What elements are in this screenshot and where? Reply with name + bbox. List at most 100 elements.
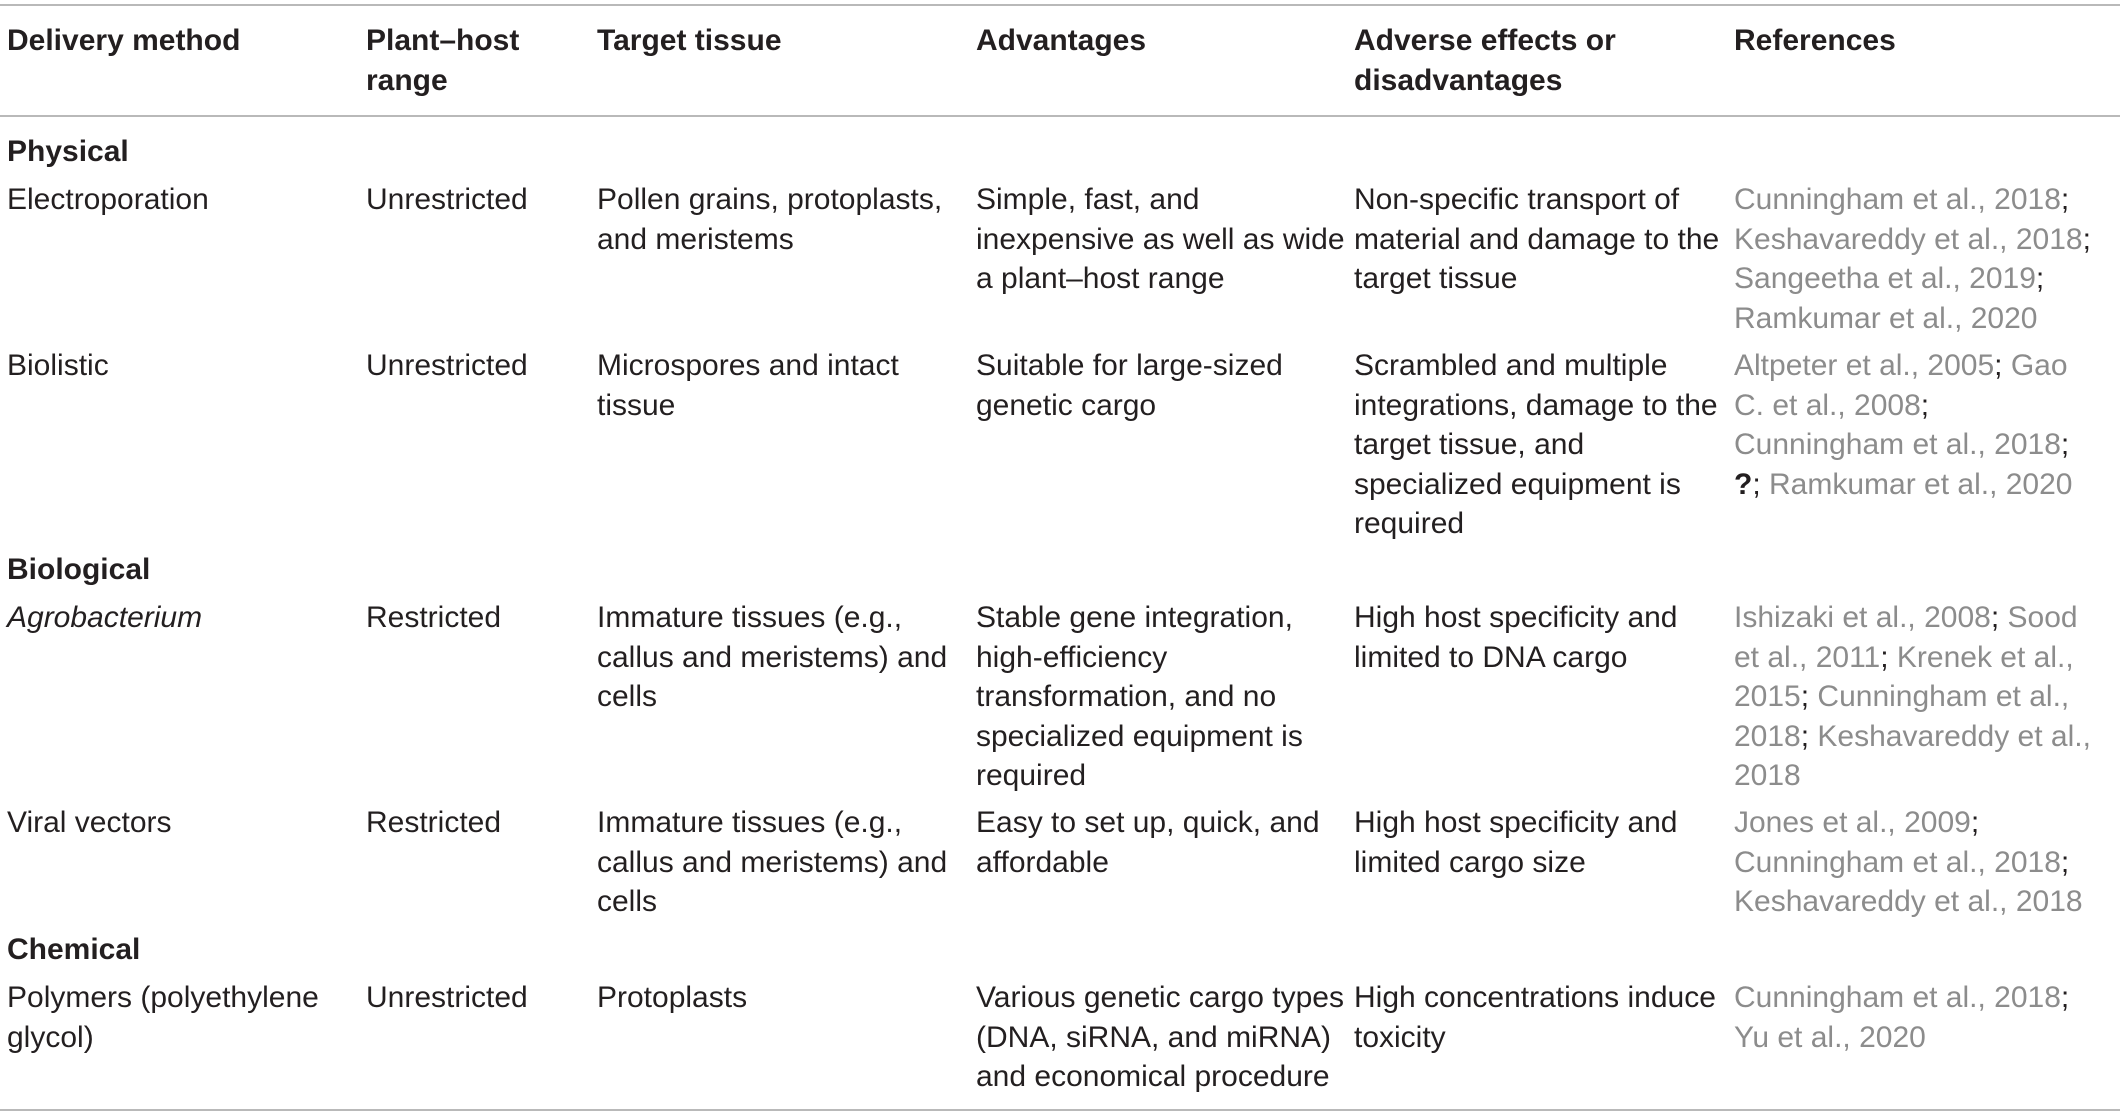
cell-viral-tissue: Immature tissues (e.g., callus and merist… [597,803,947,922]
cell-line: Protoplasts [597,981,748,1014]
reference-link[interactable]: Cunningham et al., 2018 [1734,183,2061,216]
header-bottom-rule [0,115,2120,117]
header-references: References [1734,21,1896,61]
cell-line: tissue [597,388,676,422]
cell-line: target tissue, and [1354,428,1585,461]
cell-line: Plant–host [366,24,520,57]
reference-line: Ishizaki et al., 2008; Sood [1734,598,2091,638]
cell-electroporation-adverse: Non-specific transport of material and da… [1354,180,1719,299]
cell-line: high-efficiency [976,640,1168,674]
reference-line: Cunningham et al., 2018; [1734,180,2091,220]
cell-line: required [1354,507,1465,540]
cell-line: specialized equipment is [1354,467,1681,501]
header-advantages: Advantages [976,21,1146,61]
cell-line: Unrestricted [366,183,528,216]
reference-link[interactable]: Ramkumar et al., 2020 [1769,467,2073,501]
cell-line: Simple, fast, and [976,183,1200,216]
cell-biolistic-advantages: Suitable for large-sized genetic cargo [976,346,1283,425]
reference-link[interactable]: Yu et al., 2020 [1734,1020,1926,1054]
cell-line: Agrobacterium [7,601,203,634]
section-physical: Physical [7,135,129,168]
cell-line: specialized equipment is [976,719,1303,753]
cell-line: Unrestricted [366,349,528,382]
reference-link[interactable]: et al., 2011 [1734,640,1881,674]
table-top-rule [0,4,2120,6]
cell-line: Pollen grains, protoplasts, [597,183,943,216]
reference-link[interactable]: Keshavareddy et al., 2018 [1734,222,2083,256]
cell-viral-advantages: Easy to set up, quick, and affordable [976,803,1320,882]
cell-viral-method: Viral vectors [7,803,172,843]
cell-line: Non-specific transport of [1354,183,1680,216]
cell-line: limited cargo size [1354,845,1586,879]
reference-link[interactable]: Keshavareddy et al., [1817,719,2091,753]
cell-line: and meristems [597,222,794,256]
reference-separator: ; [2035,262,2045,295]
cell-line: a plant–host range [976,262,1225,295]
cell-line: Target tissue [597,24,782,57]
reference-line: Cunningham et al., 2018; [1734,425,2072,465]
reference-link[interactable]: Sood [2007,601,2078,634]
reference-link[interactable]: Altpeter et al., 2005 [1734,349,1995,382]
cell-line: cells [597,885,658,918]
reference-link[interactable]: Cunningham et al., 2018 [1734,845,2061,879]
cell-line: callus and meristems) and [597,845,948,879]
cell-line: inexpensive as well as wide [976,222,1345,256]
cell-line: material and damage to the [1354,222,1720,256]
reference-link[interactable]: Cunningham et al., 2018 [1734,981,2061,1014]
reference-line: Cunningham et al., 2018; [1734,978,2069,1018]
cell-biolistic-references: Altpeter et al., 2005; Gao C. et al., 200… [1734,346,2072,504]
cell-electroporation-range: Unrestricted [366,180,528,220]
table-bottom-rule [0,1109,2120,1111]
cell-line: (DNA, siRNA, and miRNA) [976,1020,1332,1054]
cell-polymers-references: Cunningham et al., 2018; Yu et al., 2020 [1734,978,2069,1057]
reference-link[interactable]: Jones et al., 2009 [1734,806,1971,839]
reference-line: 2018; Keshavareddy et al., [1734,717,2091,757]
reference-separator: ; [2060,428,2070,461]
reference-line: Ramkumar et al., 2020 [1734,299,2091,339]
reference-line: 2018 [1734,756,2091,796]
cell-line: Immature tissues (e.g., [597,806,903,839]
reference-link[interactable]: Krenek et al., [1896,640,2074,674]
reference-link[interactable]: 2018 [1734,719,1801,753]
reference-line: Cunningham et al., 2018; [1734,843,2083,883]
cell-agrobacterium-range: Restricted [366,598,501,638]
header-adverse-effects: Adverse effects or disadvantages [1354,21,1616,101]
reference-link[interactable]: C. et al., 2008 [1734,388,1921,422]
cell-line: High host specificity and [1354,806,1678,839]
reference-link[interactable]: Ramkumar et al., 2020 [1734,301,2038,335]
reference-link[interactable]: Cunningham et al., 2018 [1734,428,2061,461]
reference-link[interactable]: 2018 [1734,759,1801,792]
cell-electroporation-tissue: Pollen grains, protoplasts, and meristems [597,180,942,259]
reference-link[interactable]: Cunningham et al., [1817,680,2070,713]
cell-line: toxicity [1354,1020,1446,1054]
cell-line: High concentrations induce [1354,981,1716,1014]
reference-line: Sangeetha et al., 2019; [1734,259,2091,299]
cell-polymers-adverse: High concentrations induce toxicity [1354,978,1716,1057]
cell-agrobacterium-method: Agrobacterium [7,598,202,638]
reference-line: C. et al., 2008; [1734,386,2072,426]
reference-link[interactable]: Gao [2010,349,2068,382]
reference-separator: ; [2060,845,2070,879]
cell-viral-adverse: High host specificity and limited cargo s… [1354,803,1678,882]
cell-biolistic-adverse: Scrambled and multiple integrations, dama… [1354,346,1718,544]
reference-separator: ; [1800,719,1818,753]
reference-link[interactable]: Ishizaki et al., 2008 [1734,601,1991,634]
cell-line: Immature tissues (e.g., [597,601,903,634]
cell-line: Delivery method [7,24,241,57]
reference-link[interactable]: Keshavareddy et al., 2018 [1734,885,2083,918]
header-delivery-method: Delivery method [7,21,240,61]
cell-line: Unrestricted [366,981,528,1014]
cell-electroporation-references: Cunningham et al., 2018; Keshavareddy et … [1734,180,2091,338]
cell-line: Advantages [976,24,1147,57]
cell-line: range [366,64,448,97]
cell-line: transformation, and no [976,680,1277,713]
cell-agrobacterium-tissue: Immature tissues (e.g., callus and merist… [597,598,947,717]
reference-link[interactable]: Sangeetha et al., 2019 [1734,262,2036,295]
cell-biolistic-tissue: Microspores and intact tissue [597,346,899,425]
cell-polymers-tissue: Protoplasts [597,978,747,1018]
cell-line: Electroporation [7,183,209,216]
cell-line: cells [597,680,658,713]
header-target-tissue: Target tissue [597,21,782,61]
reference-link[interactable]: 2015 [1734,680,1801,713]
reference-separator: ; [2060,183,2070,216]
